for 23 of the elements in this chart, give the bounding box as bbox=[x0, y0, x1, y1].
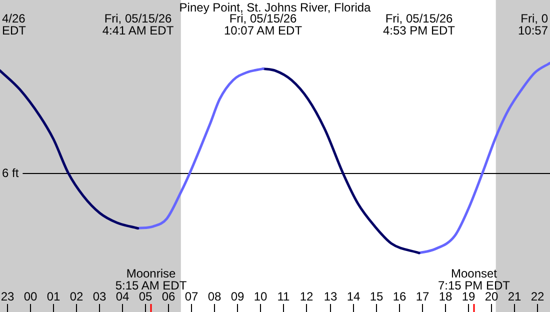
x-tick-label: 08 bbox=[208, 289, 222, 304]
chart-title: Piney Point, St. Johns River, Florida bbox=[179, 0, 372, 14]
ref-line-label: 6 ft bbox=[2, 166, 20, 180]
x-tick-label: 03 bbox=[92, 289, 106, 304]
x-tick-label: 07 bbox=[184, 289, 198, 304]
x-tick-label: 09 bbox=[230, 289, 244, 304]
x-tick-label: 23 bbox=[0, 289, 14, 304]
x-tick-label: 02 bbox=[70, 289, 84, 304]
x-tick-label: 14 bbox=[346, 289, 360, 304]
text: Fri, 0 10:57 bbox=[518, 11, 548, 38]
x-tick-label: 10 bbox=[254, 289, 268, 304]
x-tick-label: 15 bbox=[370, 289, 384, 304]
x-tick-label: 00 bbox=[24, 289, 38, 304]
x-tick-label: 22 bbox=[530, 289, 544, 304]
x-tick-label: 12 bbox=[300, 289, 314, 304]
x-tick-label: 17 bbox=[416, 289, 430, 304]
x-tick-label: 11 bbox=[277, 289, 290, 304]
text: 4/26 EDT bbox=[2, 11, 27, 38]
x-tick-label: 13 bbox=[324, 289, 338, 304]
text: Fri, 05/15/26 4:41 AM EDT bbox=[102, 11, 174, 38]
x-tick-label: 16 bbox=[392, 289, 406, 304]
x-tick-label: 01 bbox=[46, 289, 60, 304]
text: Fri, 05/15/26 4:53 PM EDT bbox=[382, 11, 456, 38]
